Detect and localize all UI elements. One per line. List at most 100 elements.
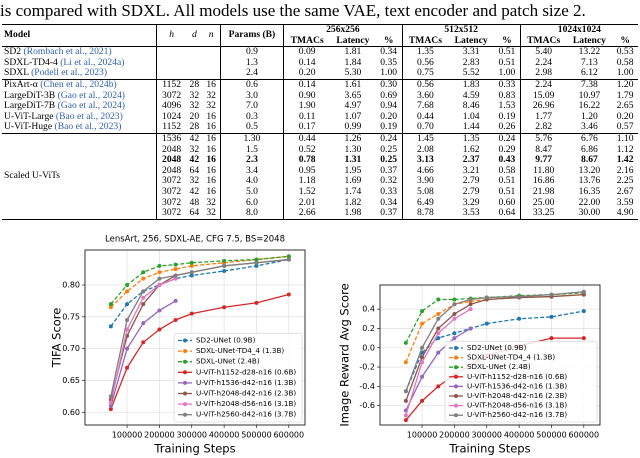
data-point — [452, 316, 457, 321]
cell: 0.20 — [283, 68, 331, 80]
data-point — [108, 394, 113, 399]
cell: 0.64 — [498, 207, 516, 219]
data-point — [254, 263, 259, 268]
data-point — [436, 316, 441, 321]
legend-marker — [183, 338, 187, 343]
cell: 0.24 — [380, 132, 398, 144]
cell — [202, 68, 221, 80]
data-point — [125, 289, 130, 294]
data-point — [173, 298, 178, 303]
data-point — [436, 311, 441, 316]
cell: 1152 — [156, 121, 186, 134]
data-point — [125, 302, 130, 307]
cell: 6.49 — [401, 197, 449, 209]
table-row: 2048 42 16 2.3 0.78 1.31 0.25 3.13 2.37 0.43 9.77 8… — [2, 155, 638, 166]
cell: 1.90 — [283, 101, 331, 112]
cell: 0.29 — [498, 143, 516, 155]
cell: 2.65 — [616, 100, 634, 112]
model-cell: U-ViT-Huge (Bao et al., 2023) — [2, 122, 157, 134]
subcolumn-header: % — [375, 35, 403, 48]
cell: 0.69 — [380, 89, 398, 101]
table-row: 2048 64 16 3.4 0.95 1.95 0.37 4.66 3.21 0.58 11.80… — [2, 164, 638, 177]
cell: 2.79 — [462, 185, 480, 197]
cell: 26.96 — [519, 101, 567, 112]
cell: 28 — [189, 78, 200, 90]
cell: 6.76 — [581, 132, 598, 144]
data-point — [420, 360, 425, 365]
data-point — [108, 324, 113, 329]
cell: 2.08 — [401, 144, 449, 156]
cell: 1.45 — [401, 133, 449, 145]
cell: 2.3 — [219, 155, 284, 166]
cell: 0.57 — [612, 121, 638, 134]
cell: 42 — [189, 132, 200, 144]
x-axis-label: Training Steps — [448, 442, 530, 456]
cell: 9.77 — [519, 155, 567, 166]
cell: 0.34 — [380, 46, 398, 58]
cell: 3.59 — [616, 196, 634, 208]
y-tick-label: -0.2 — [359, 363, 375, 372]
model-cell: PixArt-α (Chen et al., 2024b) — [2, 79, 157, 90]
cell: 8.67 — [581, 154, 598, 166]
model-cell: U-ViT-Large (Bao et al., 2023) — [2, 111, 157, 123]
table-row: LargeDiT-7B (Gao et al., 2024) 4096 32 32 7.… — [2, 100, 638, 112]
column-header: h — [156, 24, 186, 48]
model-name: LargeDiT-7B — [4, 100, 56, 112]
data-point — [141, 340, 146, 345]
subcolumn-header: Latency — [330, 35, 376, 48]
cell: 0.33 — [498, 78, 516, 90]
legend-label: SDXL-UNet-TD4_4 (1.3B) — [467, 353, 555, 362]
cell: 1.20 — [616, 78, 634, 90]
cell: 3.4 — [219, 165, 284, 177]
data-point — [157, 327, 162, 332]
data-point — [517, 316, 522, 321]
data-point — [436, 297, 441, 302]
cell: 25.00 — [519, 197, 567, 209]
cell: 3.60 — [401, 90, 449, 102]
cell: 0.37 — [380, 164, 398, 176]
data-point — [403, 360, 408, 365]
data-point — [581, 289, 586, 294]
data-point — [189, 263, 194, 268]
cell: 32 — [206, 196, 216, 208]
cell: 1.18 — [283, 176, 331, 187]
cell: 2.37 — [462, 154, 480, 166]
data-point — [108, 400, 113, 405]
cell: 16.22 — [578, 100, 601, 112]
cell: 7.68 — [401, 101, 449, 112]
data-point — [581, 309, 586, 314]
cell: 16 — [206, 110, 216, 122]
data-point — [420, 309, 425, 314]
data-point — [141, 276, 146, 281]
data-point — [403, 418, 408, 423]
cell: 0.78 — [283, 155, 331, 166]
data-point — [125, 365, 130, 370]
data-point — [254, 260, 259, 265]
cell: 3.65 — [344, 89, 362, 101]
data-point — [436, 350, 441, 355]
cell: 16 — [206, 132, 216, 144]
subcolumn-header: TMACs — [283, 35, 331, 48]
data-point — [452, 297, 457, 302]
cell: 5.52 — [448, 68, 495, 80]
legend-label: SDXL-UNet-TD4_4 (1.3B) — [196, 346, 284, 355]
cell: 2.66 — [283, 207, 331, 220]
table-row: SD2 (Rombach et al., 2021) 0.9 0.09 1.81 0.3… — [2, 46, 638, 58]
cell: 2.16 — [616, 164, 634, 176]
cell: 2048 — [156, 144, 186, 156]
x-axis-label: Training Steps — [153, 442, 235, 456]
data-point — [468, 302, 473, 307]
legend-label: SDXL-UNet (2.4B) — [196, 357, 260, 366]
data-point — [189, 273, 194, 278]
x-tick-label: 200000 — [144, 431, 175, 440]
table-row: SDXL (Podell et al., 2023) 2.4 0.20 5.30 1.0… — [2, 68, 638, 80]
y-tick-label: -0.4 — [359, 382, 375, 391]
cell: 2.01 — [283, 197, 331, 209]
cell: 1.26 — [344, 132, 362, 144]
data-point — [420, 321, 425, 326]
data-point — [403, 413, 408, 418]
data-point — [484, 295, 489, 300]
cell: 64 — [189, 164, 200, 176]
cell: 5.40 — [519, 46, 567, 58]
cell: 0.99 — [330, 121, 376, 134]
